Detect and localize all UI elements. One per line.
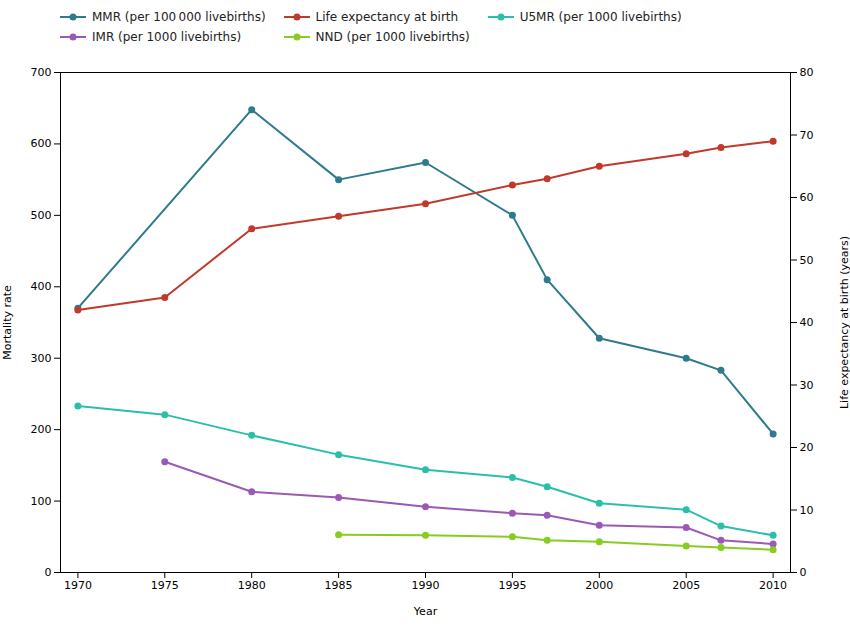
svg-text:1980: 1980 (238, 579, 266, 592)
svg-text:2005: 2005 (672, 579, 700, 592)
svg-text:2010: 2010 (759, 579, 787, 592)
svg-text:80: 80 (800, 66, 814, 79)
html-text:NND (per 1000 livebirths): NND (per 1000 livebirths) (315, 30, 470, 44)
svg-text:400: 400 (31, 280, 52, 293)
svg-text:1995: 1995 (498, 579, 526, 592)
svg-text:0: 0 (800, 566, 807, 579)
svg-text:60: 60 (800, 191, 814, 204)
html-text:IMR (per 1000 livebirths): IMR (per 1000 livebirths) (92, 30, 242, 44)
svg-text:Mortality rate: Mortality rate (1, 285, 14, 360)
svg-text:40: 40 (800, 316, 814, 329)
svg-text:200: 200 (31, 423, 52, 436)
svg-text:20: 20 (800, 441, 814, 454)
svg-text:2000: 2000 (585, 579, 613, 592)
svg-text:30: 30 (800, 379, 814, 392)
svg-text:70: 70 (800, 129, 814, 142)
svg-text:1990: 1990 (412, 579, 440, 592)
svg-text:Year: Year (413, 605, 438, 618)
svg-text:500: 500 (31, 209, 52, 222)
svg-text:0: 0 (45, 566, 52, 579)
svg-text:Life expectancy at birth (year: Life expectancy at birth (years) (838, 236, 850, 409)
html-text:MMR (per 100 000 livebirths): MMR (per 100 000 livebirths) (92, 10, 266, 24)
svg-text:1985: 1985 (325, 579, 353, 592)
html-text:Life expectancy at birth: Life expectancy at birth (315, 10, 459, 24)
svg-text:600: 600 (31, 137, 52, 150)
svg-text:1975: 1975 (151, 579, 179, 592)
svg-text:300: 300 (31, 352, 52, 365)
svg-text:700: 700 (31, 66, 52, 79)
svg-text:50: 50 (800, 254, 814, 267)
svg-text:1970: 1970 (64, 579, 92, 592)
svg-text:100: 100 (31, 495, 52, 508)
svg-text:10: 10 (800, 504, 814, 517)
html-text:U5MR (per 1000 livebirths): U5MR (per 1000 livebirths) (519, 10, 682, 24)
